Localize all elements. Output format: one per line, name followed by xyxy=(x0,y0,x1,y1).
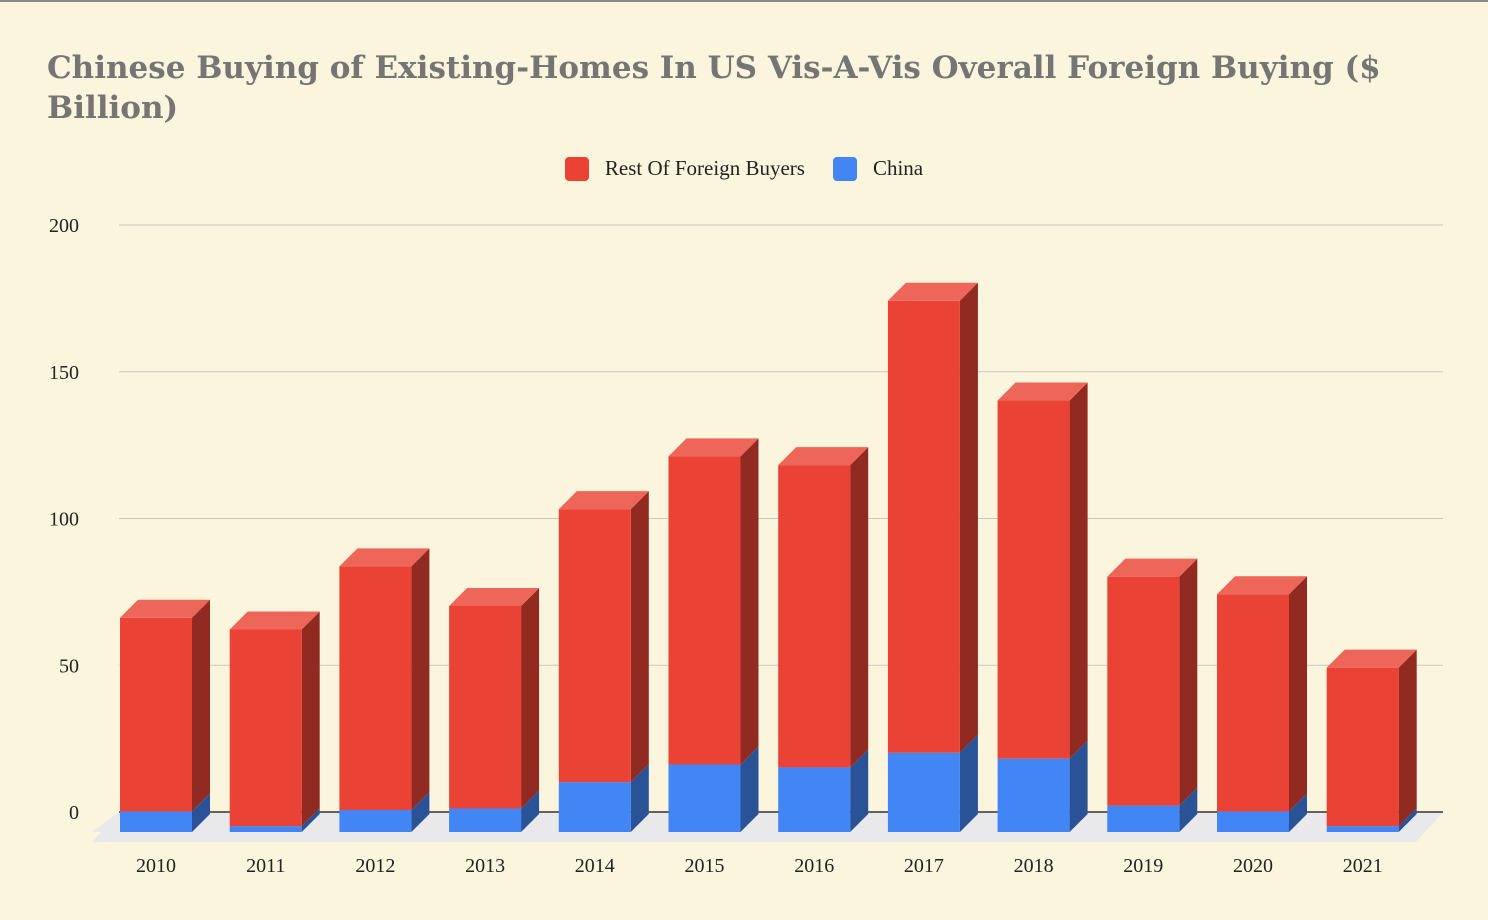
bar-side-china-2019 xyxy=(1179,787,1198,832)
y-tick-label: 50 xyxy=(59,655,79,677)
bar-china-2011 xyxy=(229,826,302,832)
legend-swatch-china xyxy=(832,156,857,181)
x-tick-label: 2013 xyxy=(465,855,505,877)
bar-china-2012 xyxy=(339,809,412,832)
bar-china-2015 xyxy=(668,764,741,832)
bar-china-2018 xyxy=(997,758,1070,832)
legend-swatch-rest-of-foreign-buyers xyxy=(564,156,589,181)
bar-side-rest-2020 xyxy=(1289,576,1307,812)
bar-rest-2017 xyxy=(887,300,960,753)
bar-side-rest-2021 xyxy=(1398,649,1417,827)
bar-side-rest-2013 xyxy=(521,588,540,809)
bar-china-2014 xyxy=(558,782,631,832)
legend-label-china: China xyxy=(872,156,924,180)
x-tick-label: 2011 xyxy=(246,855,285,877)
bar-rest-2021 xyxy=(1326,667,1399,827)
bar-side-china-2017 xyxy=(959,734,978,832)
bar-rest-2018 xyxy=(997,400,1070,759)
bar-top-rest-2019 xyxy=(1107,558,1198,577)
bar-china-2017 xyxy=(887,752,960,832)
x-tick-label: 2020 xyxy=(1233,855,1273,877)
bar-side-china-2014 xyxy=(630,764,649,832)
bar-top-rest-2016 xyxy=(778,447,869,466)
bar-china-2016 xyxy=(778,767,851,832)
bar-side-china-2011 xyxy=(301,808,320,832)
bar-china-2013 xyxy=(449,808,522,832)
bar-top-rest-2013 xyxy=(449,588,540,607)
legend-item-china[interactable]: China xyxy=(832,156,924,181)
x-tick-label: 2012 xyxy=(355,855,395,877)
x-tick-label: 2010 xyxy=(136,855,176,877)
bar-side-rest-2017 xyxy=(959,282,978,753)
bar-rest-2019 xyxy=(1107,576,1180,806)
bar-side-china-2010 xyxy=(192,793,210,832)
bar-side-china-2016 xyxy=(850,749,869,832)
bar-side-china-2012 xyxy=(411,791,430,832)
bar-top-rest-2017 xyxy=(887,282,978,301)
legend-label-rest-of-foreign-buyers: Rest Of Foreign Buyers xyxy=(604,156,805,180)
x-tick-label: 2018 xyxy=(1014,855,1054,877)
x-tick-label: 2015 xyxy=(685,855,725,877)
bar-top-rest-2021 xyxy=(1326,649,1417,668)
y-tick-label: 100 xyxy=(49,509,79,531)
bar-china-2010 xyxy=(120,811,192,832)
bar-side-china-2013 xyxy=(521,790,540,832)
top-border xyxy=(0,0,1488,2)
x-tick-label: 2017 xyxy=(904,855,944,877)
bar-side-china-2021 xyxy=(1398,808,1417,832)
bar-top-rest-2018 xyxy=(997,382,1088,401)
y-tick-label: 200 xyxy=(49,215,79,237)
x-tick-label: 2021 xyxy=(1343,855,1383,877)
x-tick-label: 2016 xyxy=(794,855,834,877)
x-tick-label: 2014 xyxy=(575,855,615,877)
bar-side-rest-2015 xyxy=(740,438,759,765)
bar-rest-2013 xyxy=(449,606,522,809)
bar-side-rest-2014 xyxy=(630,491,649,783)
legend-item-rest-of-foreign-buyers[interactable]: Rest Of Foreign Buyers xyxy=(564,156,805,181)
bar-china-2021 xyxy=(1326,826,1399,832)
bar-rest-2014 xyxy=(558,509,631,783)
bar-top-rest-2011 xyxy=(229,611,320,630)
x-tick-label: 2019 xyxy=(1123,855,1163,877)
bar-side-rest-2019 xyxy=(1179,558,1198,806)
bar-rest-2010 xyxy=(120,617,192,812)
bar-side-rest-2012 xyxy=(411,548,430,810)
chart-title: Chinese Buying of Existing-Homes In US V… xyxy=(47,50,1381,126)
bar-side-rest-2016 xyxy=(850,447,869,768)
bar-side-rest-2011 xyxy=(301,611,320,827)
bar-side-china-2018 xyxy=(1069,740,1088,832)
y-tick-label: 150 xyxy=(49,362,79,384)
legend: Rest Of Foreign Buyers China xyxy=(0,156,1488,181)
bar-side-china-2015 xyxy=(740,746,759,832)
bar-top-rest-2012 xyxy=(339,548,430,567)
bar-side-rest-2018 xyxy=(1069,382,1088,759)
chart-floor-plane xyxy=(92,812,1443,842)
bar-side-china-2020 xyxy=(1289,793,1307,832)
bar-china-2019 xyxy=(1107,805,1180,832)
bar-rest-2012 xyxy=(339,566,412,810)
bar-top-rest-2020 xyxy=(1217,576,1307,595)
bar-top-rest-2014 xyxy=(558,491,649,510)
bar-rest-2020 xyxy=(1217,594,1289,812)
bar-side-rest-2010 xyxy=(192,599,210,812)
bar-top-rest-2015 xyxy=(668,438,759,457)
bar-rest-2016 xyxy=(778,465,851,768)
bar-rest-2011 xyxy=(229,629,302,827)
y-tick-label: 0 xyxy=(69,802,79,824)
bar-top-rest-2010 xyxy=(120,599,210,618)
bar-china-2020 xyxy=(1217,811,1289,832)
bar-rest-2015 xyxy=(668,456,741,765)
